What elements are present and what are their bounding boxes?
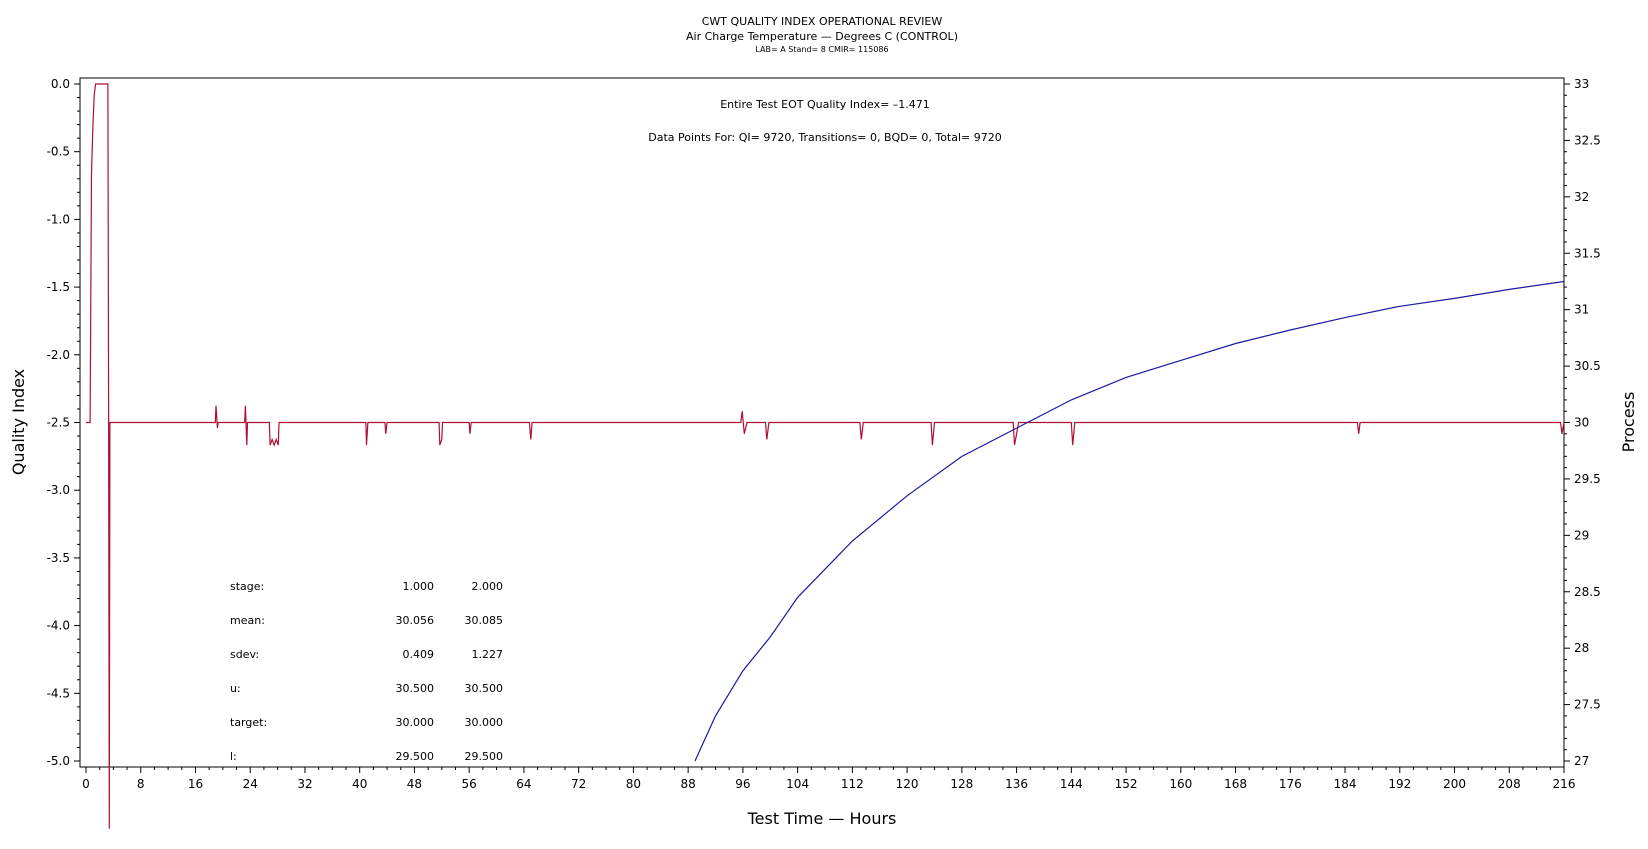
y-tick-label: -3.0 bbox=[47, 483, 70, 497]
x-axis-label: Test Time — Hours bbox=[747, 809, 897, 828]
y2-tick-label: 27 bbox=[1574, 754, 1589, 768]
x-tick-label: 192 bbox=[1388, 777, 1411, 791]
y-tick-label: -1.5 bbox=[47, 280, 70, 294]
y-tick-label: -4.5 bbox=[47, 686, 70, 700]
y2-tick-label: 32.5 bbox=[1574, 133, 1601, 147]
x-tick-label: 80 bbox=[626, 777, 641, 791]
stats-row-value-2: 30.000 bbox=[465, 716, 504, 729]
y2-tick-label: 29 bbox=[1574, 528, 1589, 542]
x-tick-label: 40 bbox=[352, 777, 367, 791]
y-tick-label: -3.5 bbox=[47, 551, 70, 565]
y2-tick-label: 31 bbox=[1574, 303, 1589, 317]
x-tick-label: 168 bbox=[1224, 777, 1247, 791]
data-points-note: Data Points For: QI= 9720, Transitions= … bbox=[648, 131, 1002, 144]
stats-row-label: target: bbox=[230, 716, 267, 729]
x-tick-label: 160 bbox=[1169, 777, 1192, 791]
y2-tick-label: 28 bbox=[1574, 641, 1589, 655]
y2-tick-label: 32 bbox=[1574, 190, 1589, 204]
x-tick-label: 208 bbox=[1498, 777, 1521, 791]
x-tick-label: 96 bbox=[735, 777, 750, 791]
y2-tick-label: 33 bbox=[1574, 77, 1589, 91]
stats-row-value-1: 30.000 bbox=[396, 716, 435, 729]
y2-tick-label: 29.5 bbox=[1574, 472, 1601, 486]
y2-tick-label: 27.5 bbox=[1574, 698, 1601, 712]
y-tick-label: -4.0 bbox=[47, 619, 70, 633]
x-tick-label: 16 bbox=[188, 777, 203, 791]
stats-row-value-1: 29.500 bbox=[396, 750, 435, 763]
x-tick-label: 72 bbox=[571, 777, 586, 791]
stats-row-label: sdev: bbox=[230, 648, 259, 661]
y-tick-label: -1.0 bbox=[47, 212, 70, 226]
x-tick-label: 144 bbox=[1060, 777, 1083, 791]
stats-row-value-1: 0.409 bbox=[403, 648, 435, 661]
stats-row-value-1: 30.056 bbox=[396, 614, 435, 627]
x-tick-label: 64 bbox=[516, 777, 531, 791]
stats-row-value-2: 29.500 bbox=[465, 750, 504, 763]
y-axis-ticks: 0.0 -0.5 -1.0 -1.5 -2.0 -2.5 -3.0 -3.5 -4.0 -4.5 -… bbox=[47, 77, 80, 768]
y-tick-label: -0.5 bbox=[47, 145, 70, 159]
stats-row-value-1: 1.000 bbox=[403, 580, 435, 593]
x-tick-label: 32 bbox=[297, 777, 312, 791]
x-tick-label: 88 bbox=[681, 777, 696, 791]
x-tick-label: 56 bbox=[462, 777, 477, 791]
y2-tick-label: 28.5 bbox=[1574, 585, 1601, 599]
chart-title: CWT QUALITY INDEX OPERATIONAL REVIEW bbox=[702, 15, 943, 28]
stats-row-label: stage: bbox=[230, 580, 264, 593]
x-tick-label: 0 bbox=[82, 777, 90, 791]
y-tick-label: -5.0 bbox=[47, 754, 70, 768]
stats-row-value-2: 30.500 bbox=[465, 682, 504, 695]
eot-quality-index-note: Entire Test EOT Quality Index= –1.471 bbox=[720, 98, 930, 111]
stats-row-value-2: 30.085 bbox=[465, 614, 504, 627]
stats-row-value-2: 2.000 bbox=[472, 580, 504, 593]
stats-row-label: l: bbox=[230, 750, 237, 763]
y2-tick-label: 30.5 bbox=[1574, 359, 1601, 373]
stats-table: stage: 1.000 2.000 mean: 30.056 30.085 sdev: 0.… bbox=[230, 580, 503, 763]
x-tick-label: 120 bbox=[896, 777, 919, 791]
y2-tick-label: 30 bbox=[1574, 416, 1589, 430]
series-group bbox=[86, 83, 1565, 829]
x-tick-label: 128 bbox=[950, 777, 973, 791]
x-tick-label: 184 bbox=[1334, 777, 1357, 791]
x-tick-label: 152 bbox=[1115, 777, 1138, 791]
stats-row-value-1: 30.500 bbox=[396, 682, 435, 695]
stats-row-label: mean: bbox=[230, 614, 265, 627]
quality-index-series-line bbox=[86, 83, 1565, 829]
x-tick-label: 8 bbox=[137, 777, 145, 791]
chart-subtitle: Air Charge Temperature — Degrees C (CONT… bbox=[686, 30, 958, 43]
x-tick-label: 104 bbox=[786, 777, 809, 791]
y-axis-label: Quality Index bbox=[9, 369, 28, 475]
x-tick-label: 216 bbox=[1553, 777, 1576, 791]
y2-axis-ticks: 33 32.5 32 31.5 31 30.5 30 29.5 29 28.5 28 27.5 27 bbox=[1564, 77, 1601, 768]
y2-axis-label: Process bbox=[1619, 392, 1638, 453]
x-axis-ticks: 0 8 16 24 32 40 48 56 64 72 80 88 96 104 112 120 128 136 1… bbox=[82, 767, 1575, 791]
x-tick-label: 112 bbox=[841, 777, 864, 791]
stats-row-label: u: bbox=[230, 682, 241, 695]
x-tick-label: 176 bbox=[1279, 777, 1302, 791]
process-series-line bbox=[694, 280, 1565, 762]
y2-tick-label: 31.5 bbox=[1574, 246, 1601, 260]
stats-row-value-2: 1.227 bbox=[472, 648, 504, 661]
x-tick-label: 136 bbox=[1005, 777, 1028, 791]
y-tick-label: -2.5 bbox=[47, 416, 70, 430]
x-tick-label: 200 bbox=[1443, 777, 1466, 791]
x-tick-label: 24 bbox=[243, 777, 258, 791]
x-tick-label: 48 bbox=[407, 777, 422, 791]
chart-subtitle-lab: LAB= A Stand= 8 CMIR= 115086 bbox=[755, 45, 888, 54]
y-tick-label: -2.0 bbox=[47, 348, 70, 362]
y-tick-label: 0.0 bbox=[51, 77, 70, 91]
